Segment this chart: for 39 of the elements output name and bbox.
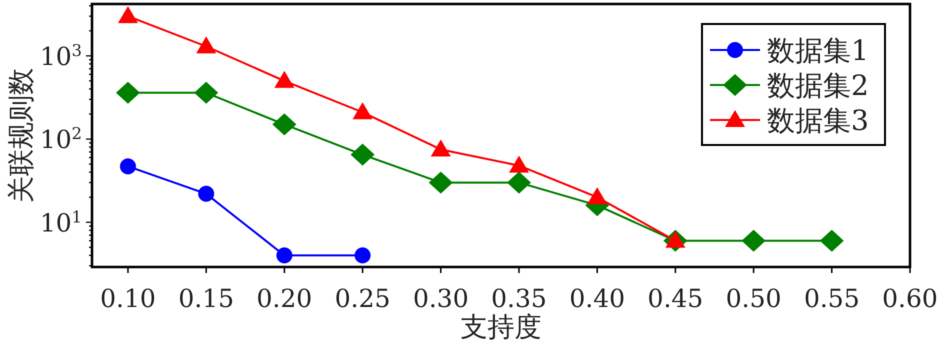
point xyxy=(430,139,451,156)
x-axis-title: 支持度 xyxy=(460,312,542,343)
point xyxy=(194,82,218,104)
point xyxy=(274,70,294,88)
point xyxy=(354,247,371,264)
legend-label: 数据集1 xyxy=(767,34,869,67)
point xyxy=(508,156,529,173)
x-tick-label: 0.45 xyxy=(648,284,704,313)
point xyxy=(118,6,138,24)
point xyxy=(120,158,136,174)
point xyxy=(196,36,216,54)
x-tick-label: 0.35 xyxy=(491,284,547,313)
point xyxy=(350,144,375,166)
point xyxy=(272,113,296,136)
x-tick-label: 0.15 xyxy=(178,284,234,313)
point xyxy=(198,186,214,202)
point xyxy=(587,187,608,204)
point xyxy=(276,247,292,264)
x-tick-label: 0.40 xyxy=(569,284,626,313)
y-tick-label: 10$^{2}$ xyxy=(40,124,82,154)
x-tick-label: 0.20 xyxy=(256,284,312,313)
y-tick-label: 10$^{1}$ xyxy=(40,206,82,238)
point xyxy=(665,230,686,248)
point xyxy=(506,172,531,194)
y-tick-label: 10$^{3}$ xyxy=(40,40,82,71)
point xyxy=(820,230,844,252)
x-tick-label: 0.50 xyxy=(726,284,782,313)
x-tick-label: 0.30 xyxy=(412,284,469,313)
x-tick-label: 0.25 xyxy=(334,284,390,313)
point xyxy=(116,82,140,104)
legend-label: 数据集2 xyxy=(767,69,869,102)
legend-label: 数据集3 xyxy=(767,104,869,137)
x-tick-label: 0.10 xyxy=(100,284,156,313)
point xyxy=(428,172,453,194)
x-tick-label: 0.55 xyxy=(804,284,860,313)
y-axis-title: 关联规则数 xyxy=(6,68,37,203)
point xyxy=(742,230,766,252)
x-tick-label: 0.60 xyxy=(882,284,938,313)
point xyxy=(352,102,373,120)
